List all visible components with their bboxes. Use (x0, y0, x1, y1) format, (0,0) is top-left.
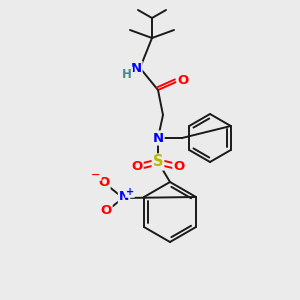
Text: O: O (173, 160, 184, 173)
Text: S: S (153, 154, 163, 169)
Text: N: N (119, 190, 129, 203)
Text: O: O (131, 160, 142, 173)
Text: O: O (100, 205, 112, 218)
Text: O: O (177, 74, 189, 88)
Text: H: H (122, 68, 132, 80)
Text: O: O (98, 176, 110, 188)
Text: N: N (130, 61, 142, 74)
Text: N: N (152, 131, 164, 145)
Text: +: + (126, 187, 134, 197)
Text: −: − (91, 170, 101, 180)
